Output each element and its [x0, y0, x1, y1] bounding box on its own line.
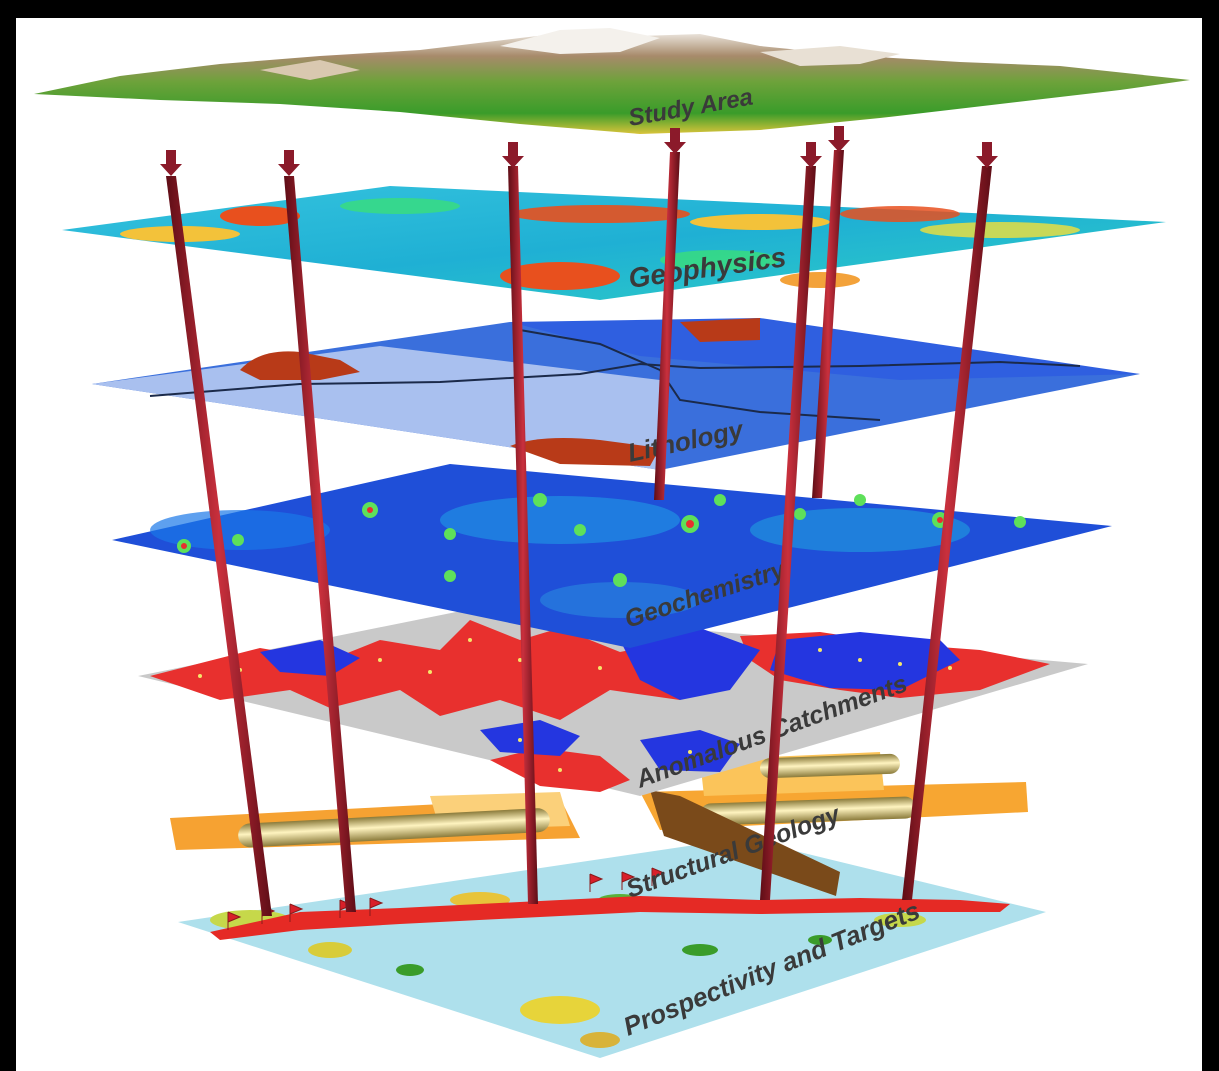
terrain-surface: [34, 30, 1190, 134]
geochem-hotspots: [177, 493, 1026, 587]
catchment-blue-zone-2: [620, 628, 760, 700]
arrow-1: [160, 150, 182, 176]
fault-line-2: [519, 329, 881, 421]
fault-plane: [650, 790, 840, 896]
arrow-6: [828, 126, 850, 152]
rod-7: [902, 166, 992, 900]
rod-6: [812, 150, 844, 498]
arrow-3: [502, 142, 524, 168]
lithology-layer: Lithology: [92, 318, 1140, 470]
snow-peak-3: [260, 60, 360, 80]
rod-1: [166, 176, 272, 916]
connecting-rods: [166, 150, 992, 916]
geochemistry-plane: [112, 464, 1112, 648]
snow-peak-2: [760, 46, 900, 66]
fault-cylinder-left: [238, 808, 550, 848]
top-frame-bar: [0, 0, 1219, 18]
catchment-red-zone-1: [150, 620, 720, 720]
geochemistry-layer: Geochemistry: [112, 464, 1112, 648]
target-zone-band: [210, 896, 1010, 940]
lithology-red-unit-3: [510, 438, 660, 466]
rod-2: [284, 176, 356, 912]
anomalous-catchments-layer: Anomalous Catchments: [138, 610, 1088, 796]
arrow-7: [976, 142, 998, 168]
geophysics-anomalies: [120, 198, 1080, 290]
rod-5: [760, 166, 816, 900]
arrow-2: [278, 150, 300, 176]
prospectivity-layer: Prospectivity and Targets: [178, 838, 1046, 1058]
input-arrows: [160, 126, 998, 176]
fault-cylinder-top: [760, 753, 900, 779]
geophysics-plane: [62, 186, 1166, 300]
fault-cylinder-right: [700, 796, 916, 826]
geophysics-layer: Geophysics: [62, 186, 1166, 300]
snow-peak-1: [500, 28, 660, 54]
rod-4: [654, 152, 680, 500]
lithology-red-unit-2: [680, 318, 760, 342]
prospectivity-plane: [178, 838, 1046, 1058]
geochem-anomalies: [150, 496, 970, 618]
arrow-4: [664, 128, 686, 154]
fault-line-1: [149, 360, 1081, 397]
rod-3: [508, 166, 538, 904]
target-flags: [227, 867, 666, 930]
study-area-layer: Study Area: [34, 28, 1190, 134]
catchment-blue-zone-3: [770, 632, 960, 690]
arrow-5: [800, 142, 822, 168]
